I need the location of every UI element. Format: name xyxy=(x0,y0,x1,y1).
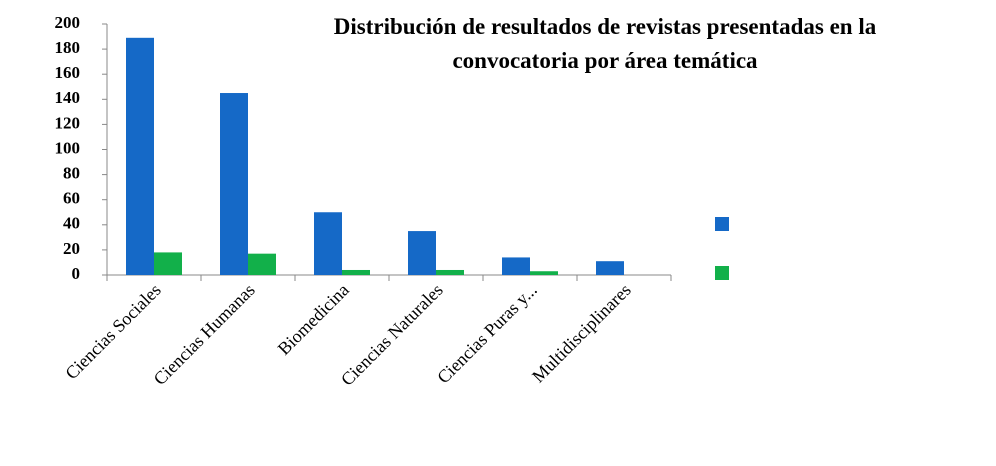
y-tick-label: 40 xyxy=(63,214,80,233)
x-tick-label: Ciencias Humanas xyxy=(150,280,259,389)
bar xyxy=(408,231,436,275)
bar xyxy=(342,269,370,275)
y-tick-label: 120 xyxy=(55,113,81,132)
x-tick-label: Ciencias Puras y... xyxy=(433,280,541,388)
y-tick-label: 200 xyxy=(55,13,81,32)
y-tick-label: 20 xyxy=(63,239,80,258)
bar xyxy=(596,261,624,275)
legend-swatch xyxy=(715,217,729,231)
x-tick-label: Ciencias Naturales xyxy=(337,280,447,390)
y-tick-label: 100 xyxy=(55,138,81,157)
y-tick-label: 180 xyxy=(55,38,81,57)
y-tick-label: 160 xyxy=(55,63,81,82)
y-tick-label: 60 xyxy=(63,189,80,208)
x-tick-label: Ciencias Sociales xyxy=(61,280,165,384)
bar xyxy=(314,212,342,275)
legend-swatch xyxy=(715,266,729,280)
bar xyxy=(530,271,558,275)
y-tick-label: 80 xyxy=(63,164,80,183)
bar xyxy=(436,269,464,275)
bar xyxy=(220,93,248,276)
y-tick-label: 0 xyxy=(72,264,81,283)
chart-title: convocatoria por área temática xyxy=(452,48,758,73)
bar xyxy=(126,37,154,276)
chart-title: Distribución de resultados de revistas p… xyxy=(334,14,877,39)
bar xyxy=(154,252,182,275)
y-tick-label: 140 xyxy=(55,88,81,107)
x-tick-label: Biomedicina xyxy=(274,280,353,359)
x-tick-label: Multidisciplinares xyxy=(528,280,635,387)
bar xyxy=(502,257,530,275)
bar xyxy=(248,253,276,275)
